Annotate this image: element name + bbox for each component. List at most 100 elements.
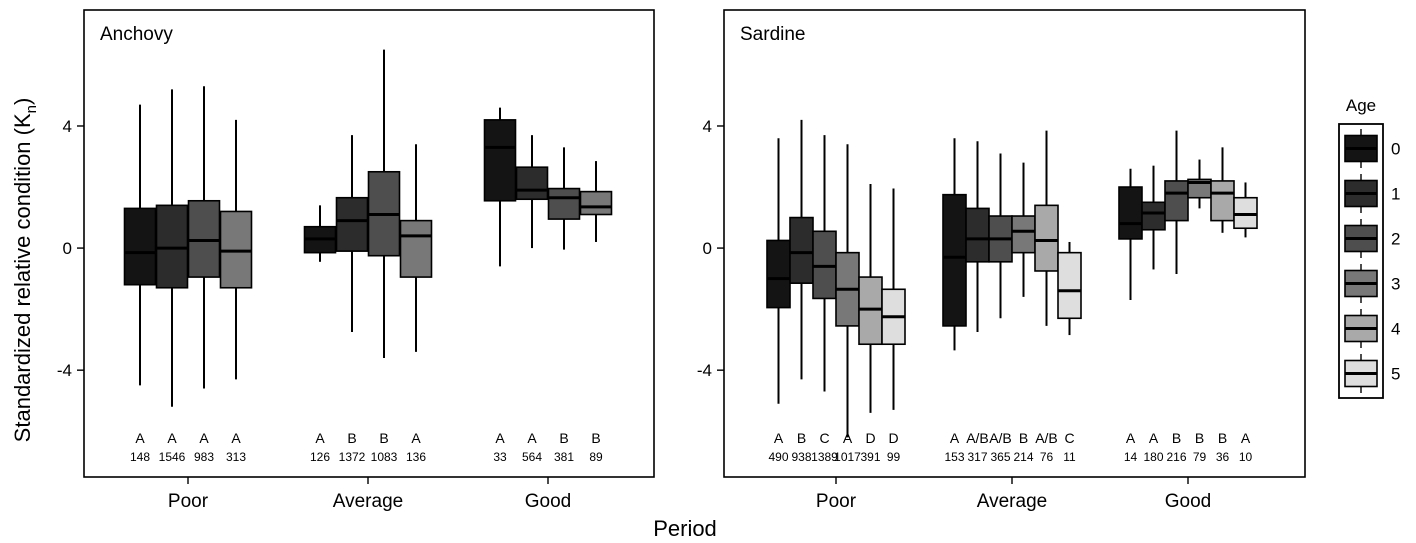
sample-size: 148 (130, 450, 150, 464)
significance-letter: D (865, 430, 875, 446)
legend-frame (1338, 123, 1384, 399)
significance-letter: A/B (989, 430, 1012, 446)
significance-letter: B (1218, 430, 1227, 446)
panel-sardine: Sardine -4 0 4 Poor A 490 B 938 C 1389 A 1017 D 391 D 99… (697, 9, 1306, 512)
box-age-1: B 938 (789, 119, 814, 464)
box-age-5: D 99 (881, 188, 906, 464)
significance-letter: A (950, 430, 960, 446)
sample-size: 365 (990, 450, 1010, 464)
legend-label: 3 (1391, 275, 1400, 294)
significance-letter: B (347, 430, 356, 446)
y-tick-label: -4 (57, 361, 72, 380)
box-iqr (1034, 204, 1059, 272)
period-label: Average (977, 491, 1047, 512)
group-good: Good A 14 A 180 B 216 B 79 B 36 A 10 (1118, 130, 1258, 512)
significance-letter: A (495, 430, 505, 446)
box-iqr (219, 210, 253, 289)
sample-size: 1372 (339, 450, 366, 464)
legend-entry: 5 (1344, 354, 1400, 393)
box-age-0: A 14 (1118, 168, 1143, 464)
box-age-3: A 1017 (834, 144, 861, 464)
box-age-1: A 180 (1141, 165, 1166, 464)
y-tick-label: 0 (63, 239, 72, 258)
significance-letter: A (1149, 430, 1159, 446)
significance-letter: A (527, 430, 537, 446)
box-age-3: A 136 (399, 144, 433, 464)
sample-size: 1017 (834, 450, 861, 464)
box-iqr (579, 190, 613, 216)
legend-entry: 4 (1344, 309, 1400, 348)
box-age-3: B 214 (1011, 162, 1036, 464)
sample-size: 938 (791, 450, 811, 464)
significance-letter: B (379, 430, 388, 446)
y-tick-label: 0 (703, 239, 712, 258)
box-age-1: B 1372 (335, 135, 369, 464)
panel-frame (723, 9, 1306, 478)
box-age-2: A/B 365 (988, 153, 1013, 464)
significance-letter: B (1172, 430, 1181, 446)
box-iqr (1011, 215, 1036, 254)
sample-size: 313 (226, 450, 246, 464)
box-iqr (399, 219, 433, 278)
y-axis-title-subscript: n (23, 105, 40, 113)
group-good: Good A 33 A 564 B 381 B 89 (483, 107, 613, 512)
sample-size: 1083 (371, 450, 398, 464)
legend-label: 2 (1391, 230, 1400, 249)
y-tick-label: 4 (63, 117, 72, 136)
sample-size: 126 (310, 450, 330, 464)
box-age-5: A 10 (1233, 182, 1258, 464)
box-iqr (335, 196, 369, 252)
period-label: Good (525, 491, 571, 512)
period-label: Average (333, 491, 403, 512)
sample-size: 99 (887, 450, 901, 464)
sample-size: 983 (194, 450, 214, 464)
significance-letter: A (1241, 430, 1251, 446)
box-iqr (547, 187, 581, 220)
box-iqr (965, 207, 990, 263)
box-age-4: B 36 (1210, 147, 1235, 464)
panels: Anchovy-404PoorA148A1546A983A313AverageA… (57, 9, 1306, 512)
legend-entry: 1 (1344, 174, 1400, 213)
sample-size: 11 (1063, 450, 1076, 464)
legend-label: 5 (1391, 365, 1400, 384)
box-age-0: A 148 (123, 104, 157, 464)
box-age-3: B 79 (1187, 159, 1212, 464)
box-iqr (187, 199, 221, 278)
y-axis-title-close: ) (10, 98, 35, 105)
sample-size: 79 (1193, 450, 1207, 464)
sample-size: 10 (1239, 450, 1253, 464)
box-iqr (1233, 196, 1258, 230)
sample-size: 180 (1143, 450, 1163, 464)
box-age-1: A/B 317 (965, 141, 990, 464)
sample-size: 216 (1166, 450, 1186, 464)
box-age-2: B 216 (1164, 130, 1189, 464)
significance-letter: A/B (966, 430, 989, 446)
panel-anchovy: Anchovy-404PoorA148A1546A983A313AverageA… (57, 9, 655, 512)
y-axis-title: Standardized relative condition (Kn) (10, 98, 40, 443)
period-label: Good (1165, 491, 1211, 512)
x-axis-title: Period (653, 516, 717, 541)
sample-size: 14 (1124, 450, 1138, 464)
box-age-2: A 983 (187, 86, 221, 464)
box-age-0: A 126 (303, 205, 337, 464)
box-age-0: A 33 (483, 107, 517, 464)
box-age-2: C 1389 (811, 135, 838, 464)
panel-title: Sardine (740, 24, 806, 45)
group-poor: Poor A 490 B 938 C 1389 A 1017 D 391 D 99 (766, 119, 906, 512)
box-iqr (155, 204, 189, 289)
box-iqr (1118, 186, 1143, 240)
legend-label: 4 (1391, 320, 1400, 339)
significance-letter: A (231, 430, 241, 446)
box-iqr (789, 216, 814, 284)
y-tick-label: 4 (703, 117, 712, 136)
significance-letter: A (315, 430, 325, 446)
box-age-2: B 381 (547, 147, 581, 464)
significance-letter: A (843, 430, 853, 446)
sample-size: 214 (1013, 450, 1033, 464)
box-age-3: B 89 (579, 161, 613, 464)
sample-size: 490 (768, 450, 788, 464)
legend-label: 1 (1391, 185, 1400, 204)
legend: Age 0 1 2 3 4 5 (1338, 96, 1400, 399)
box-iqr (123, 207, 157, 286)
